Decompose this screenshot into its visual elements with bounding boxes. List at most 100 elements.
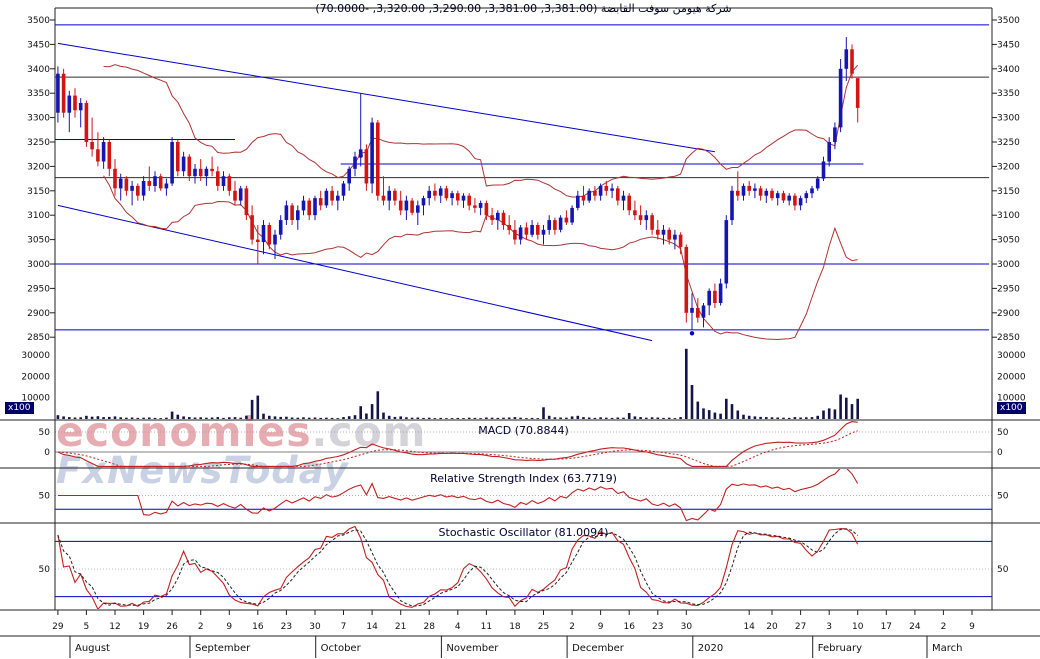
candle-body: [227, 176, 232, 191]
volume-bar: [856, 398, 859, 419]
candle-body: [296, 210, 300, 221]
price-tick-label-right: 3250: [997, 138, 1020, 148]
candle-body: [324, 190, 329, 206]
volume-bar: [627, 413, 631, 419]
candle-body: [336, 195, 340, 201]
candle-body: [518, 227, 523, 240]
date-tick-label: 19: [138, 622, 150, 632]
candle-body: [821, 161, 826, 179]
volume-bar: [68, 417, 71, 419]
candle-body: [838, 68, 843, 128]
volume-bar: [536, 418, 540, 419]
candle-body: [381, 195, 386, 201]
candle-body: [61, 73, 66, 113]
volume-bar: [222, 417, 225, 419]
volume-bar: [73, 417, 77, 419]
candle-body: [450, 193, 454, 199]
candle-body: [90, 142, 94, 150]
volume-bar: [193, 417, 197, 419]
volume-bar: [125, 417, 128, 419]
candle-body: [353, 156, 357, 169]
volume-bar: [233, 417, 237, 419]
candle-body: [741, 185, 746, 196]
candle-body: [524, 227, 529, 235]
candle-body: [478, 203, 483, 208]
price-tick-label-right: 2850: [997, 333, 1020, 343]
candle-body: [593, 190, 597, 196]
volume-bar: [285, 416, 288, 419]
date-tick-label: 9: [226, 622, 232, 632]
candle-body: [473, 205, 477, 208]
chart-title: شركة هيومن سوفت القابضة (3,381.00, 3,381…: [315, 2, 732, 15]
candle-body: [730, 190, 734, 221]
candle-body: [210, 168, 214, 172]
candle-body: [96, 149, 100, 162]
volume-bar: [765, 417, 768, 419]
trend-line: [57, 42, 715, 153]
candlesticks: [56, 37, 860, 330]
price-tick-label-right: 3400: [997, 65, 1020, 75]
volume-bar: [593, 417, 597, 419]
candle-body: [204, 168, 209, 177]
candle-body: [690, 307, 694, 313]
volume-bar: [730, 404, 734, 419]
volume-bar: [805, 417, 808, 419]
month-label: February: [818, 643, 862, 654]
candle-body: [616, 188, 620, 201]
price-tick-label-right: 3150: [997, 187, 1020, 197]
stoch-tick-label-right: 50: [997, 565, 1009, 575]
candle-body: [667, 229, 671, 240]
candle-body: [456, 193, 460, 201]
candle-body: [113, 168, 117, 189]
volume-bar: [62, 416, 65, 419]
candle-body: [164, 183, 169, 189]
volume-bar: [427, 417, 431, 419]
volume-bar: [759, 416, 762, 419]
volume-bar: [513, 417, 517, 419]
volume-bar: [553, 417, 557, 419]
candle-body: [107, 142, 112, 169]
date-tick-label: 12: [109, 622, 120, 632]
volume-bar: [587, 417, 591, 419]
candle-body: [364, 149, 369, 184]
price-tick-label-right: 3200: [997, 162, 1020, 172]
candle-body: [696, 307, 700, 318]
volume-tick-label-left: 20000: [21, 372, 50, 382]
volume-bar: [833, 409, 837, 419]
bollinger-lower-band: [103, 175, 858, 341]
volume-bar: [570, 416, 574, 419]
rsi-tick-label-right: 50: [997, 492, 1009, 502]
volume-bar: [365, 413, 368, 419]
date-tick-label: 5: [84, 622, 90, 632]
candle-body: [101, 142, 106, 162]
volume-bar: [525, 418, 528, 419]
volume-bar: [456, 417, 460, 419]
volume-bar: [102, 417, 105, 419]
candle-body: [753, 188, 757, 191]
volume-bar: [90, 416, 94, 419]
volume-bar: [662, 417, 665, 419]
volume-bar: [262, 413, 265, 419]
candle-body: [410, 200, 414, 213]
volume-bar: [273, 416, 277, 419]
volume-bar: [376, 391, 380, 419]
volume-bar: [228, 417, 231, 419]
volume-bar: [382, 412, 385, 419]
candle-body: [598, 185, 603, 196]
volume-bar: [702, 408, 705, 419]
volume-bar: [108, 416, 111, 419]
candle-body: [416, 205, 420, 213]
candle-body: [770, 190, 774, 199]
volume-bar: [565, 417, 568, 419]
candle-body: [256, 239, 260, 242]
price-tick-label-left: 3050: [27, 236, 50, 246]
volume-bar: [810, 417, 814, 419]
candle-body: [176, 142, 180, 172]
candle-body: [284, 205, 289, 220]
volume-bar: [713, 412, 717, 419]
volume-bar: [245, 415, 248, 419]
macd-tick-label-right: 0: [997, 448, 1003, 458]
